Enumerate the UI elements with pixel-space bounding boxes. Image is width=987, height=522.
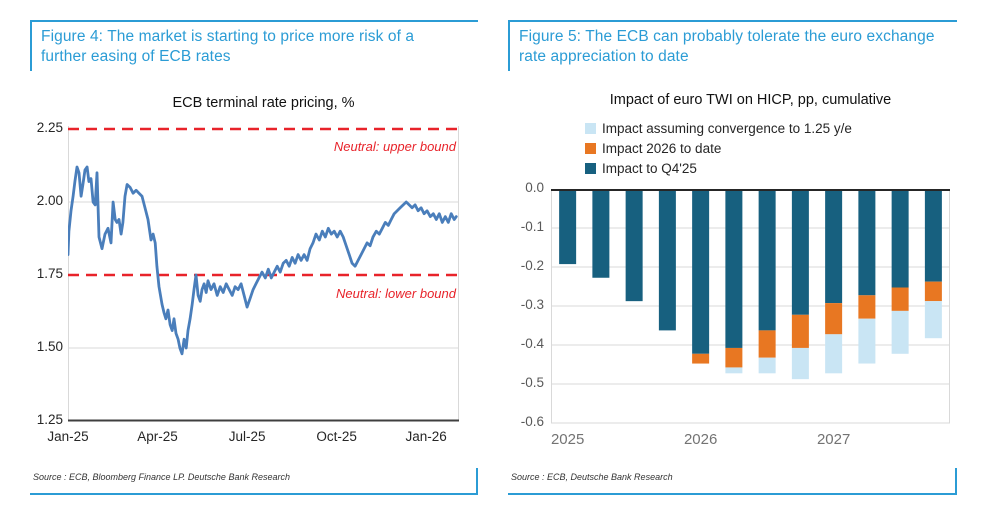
bar-chart-plot: [551, 188, 950, 429]
figure5-title: Figure 5: The ECB can probably tolerate …: [519, 28, 935, 65]
legend-label: Impact to Q4'25: [602, 160, 697, 176]
y-tick-label: -0.3: [520, 297, 544, 312]
bar-segment: [725, 347, 743, 368]
bar-segment: [924, 190, 942, 282]
legend-item: Impact to Q4'25: [585, 158, 852, 178]
figure5-panel: Figure 5: The ECB can probably tolerate …: [508, 20, 957, 498]
bar-segment: [725, 190, 743, 348]
y-tick-label: -0.2: [520, 258, 544, 273]
figure4-title-box: Figure 4: The market is starting to pric…: [30, 20, 478, 71]
figure4-source: Source : ECB, Bloomberg Finance LP. Deut…: [33, 472, 290, 482]
bar-segment: [758, 190, 776, 331]
figure5-footer: Source : ECB, Deutsche Bank Research: [508, 468, 957, 495]
bar-segment: [758, 330, 776, 358]
bar-segment: [592, 190, 610, 278]
y-tick-label: -0.4: [520, 336, 544, 351]
legend-item: Impact assuming convergence to 1.25 y/e: [585, 118, 852, 138]
bar-segment: [825, 190, 843, 304]
bar-segment: [692, 190, 710, 354]
x-tick-label: Jan-26: [405, 429, 447, 444]
x-tick-label: 2026: [683, 431, 718, 448]
bar-segment: [692, 353, 710, 364]
bar-segment: [891, 310, 909, 354]
y-tick-label: 0.0: [525, 180, 544, 195]
legend-swatch: [585, 162, 596, 174]
y-tick-label: -0.6: [520, 414, 544, 429]
lower-bound-annotation: Neutral: lower bound: [336, 286, 456, 301]
bar-segment: [758, 357, 776, 374]
bar-segment: [658, 190, 676, 331]
bar-segment: [891, 287, 909, 311]
figure4-footer: Source : ECB, Bloomberg Finance LP. Deut…: [30, 468, 478, 495]
y-tick-label: 1.25: [36, 412, 63, 427]
bar-segment: [891, 190, 909, 288]
bar-segment: [791, 347, 809, 380]
x-tick-label: Jan-25: [47, 429, 89, 444]
bar-segment: [858, 318, 876, 364]
bar-segment: [858, 190, 876, 296]
x-tick-label: Oct-25: [316, 429, 357, 444]
figure5-source: Source : ECB, Deutsche Bank Research: [511, 472, 673, 482]
bar-segment: [825, 334, 843, 374]
bar-segment: [559, 190, 577, 265]
line-chart-svg: [66, 126, 459, 422]
figure4-title: Figure 4: The market is starting to pric…: [41, 28, 415, 65]
x-tick-label: Jul-25: [228, 429, 266, 444]
bar-segment: [924, 281, 942, 302]
bar-chart-legend: Impact assuming convergence to 1.25 y/e I…: [585, 118, 852, 178]
y-tick-label: 2.25: [36, 120, 63, 135]
bar-segment: [825, 303, 843, 335]
legend-label: Impact 2026 to date: [602, 140, 722, 156]
y-tick-label: 2.00: [36, 193, 63, 208]
line-chart-plot: [66, 124, 459, 426]
bar-segment: [858, 295, 876, 319]
y-tick-label: 1.75: [36, 266, 63, 281]
bar-segment: [725, 367, 743, 374]
legend-swatch: [585, 142, 596, 154]
x-tick-label: Apr-25: [137, 429, 178, 444]
bar-segment: [791, 190, 809, 315]
bar-segment: [791, 314, 809, 348]
bar-segment: [924, 301, 942, 339]
legend-item: Impact 2026 to date: [585, 138, 852, 158]
y-tick-label: 1.50: [36, 339, 63, 354]
figure5-title-box: Figure 5: The ECB can probably tolerate …: [508, 20, 957, 71]
legend-label: Impact assuming convergence to 1.25 y/e: [602, 120, 852, 136]
legend-swatch: [585, 122, 596, 134]
x-tick-label: 2025: [550, 431, 585, 448]
upper-bound-annotation: Neutral: upper bound: [333, 139, 456, 154]
figure4-chart-title: ECB terminal rate pricing, %: [172, 95, 355, 111]
bar-chart-svg: [551, 188, 950, 424]
y-tick-label: -0.1: [520, 219, 544, 234]
figure4-panel: Figure 4: The market is starting to pric…: [30, 20, 478, 498]
bar-segment: [625, 190, 643, 302]
y-tick-label: -0.5: [520, 375, 544, 390]
x-tick-label: 2027: [816, 431, 851, 448]
figure5-chart-title: Impact of euro TWI on HICP, pp, cumulati…: [609, 92, 892, 108]
